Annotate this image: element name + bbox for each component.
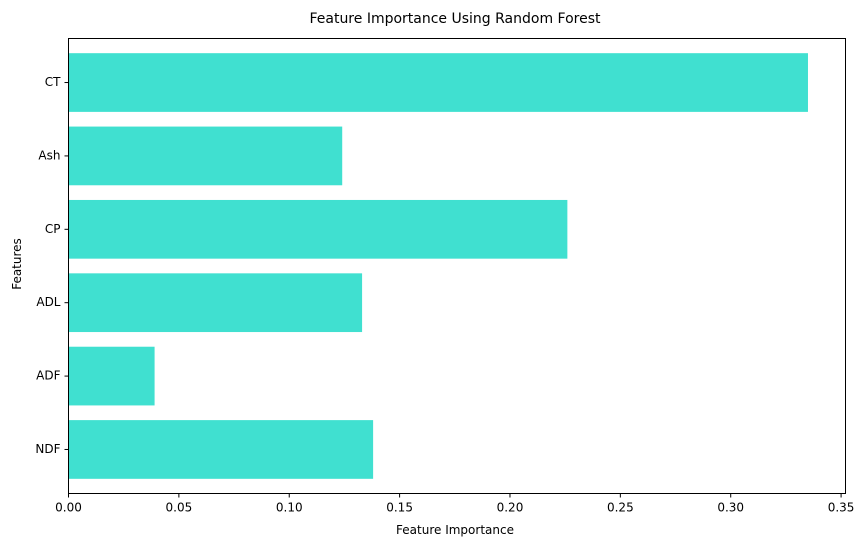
bar-ndf [68, 420, 374, 479]
x-tick-label: 0.00 [55, 501, 82, 515]
x-tick-label: 0.25 [607, 501, 634, 515]
x-tick-label: 0.15 [386, 501, 413, 515]
bar-adl [68, 273, 363, 333]
ticks-layer: NDF ADF ADL CP Ash CT 0.00 0.05 0.10 0.15 0.20 0.25… [35, 75, 854, 514]
y-tick-label: ADF [36, 369, 60, 383]
y-tick-label: CP [45, 222, 61, 236]
bars-layer [68, 53, 808, 479]
x-tick-label: 0.20 [497, 501, 524, 515]
y-tick-label: CT [45, 75, 61, 89]
y-axis-label: Features [10, 238, 24, 290]
y-tick-label: ADL [36, 295, 60, 309]
chart-title: Feature Importance Using Random Forest [309, 11, 601, 27]
bar-cp [68, 199, 568, 259]
y-tick-label: Ash [38, 148, 60, 162]
x-tick-label: 0.10 [276, 501, 303, 515]
y-tick-label: NDF [35, 442, 60, 456]
bar-ash [68, 126, 343, 186]
plot-frame [68, 38, 846, 494]
bar-adf [68, 346, 155, 406]
x-tick-label: 0.05 [166, 501, 193, 515]
x-axis-label: Feature Importance [396, 523, 514, 537]
x-tick-label: 0.30 [717, 501, 744, 515]
bar-ct [68, 53, 808, 112]
x-tick-label: 0.35 [828, 501, 855, 515]
